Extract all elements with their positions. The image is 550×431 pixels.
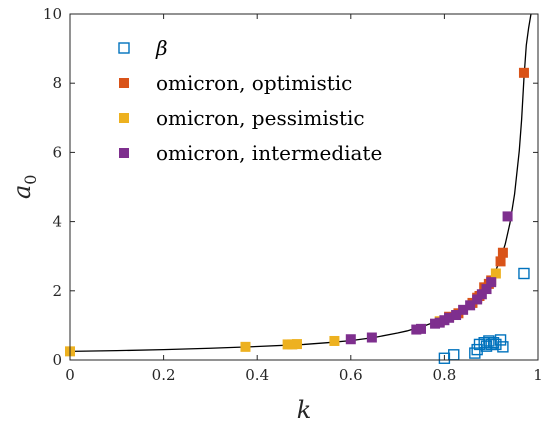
x-tick-label: 0.6 xyxy=(339,366,363,384)
y-tick-label: 2 xyxy=(52,282,62,300)
data-point xyxy=(502,211,513,222)
legend-label: omicron, optimistic xyxy=(156,71,352,95)
x-tick-label: 1 xyxy=(533,366,543,384)
y-axis-label-subscript: 0 xyxy=(21,175,40,185)
data-point xyxy=(448,349,460,361)
data-point xyxy=(497,341,509,353)
y-tick-label: 4 xyxy=(52,213,62,231)
y-axis-label: a0 xyxy=(8,175,40,200)
data-point xyxy=(495,256,506,267)
data-point xyxy=(240,341,251,352)
legend-label: β xyxy=(155,36,168,60)
data-point xyxy=(458,304,469,315)
x-tick-label: 0.4 xyxy=(245,366,269,384)
fit-curve xyxy=(70,14,532,352)
data-point xyxy=(472,294,483,305)
data-point xyxy=(366,332,377,343)
series-3 xyxy=(345,211,513,345)
legend-marker xyxy=(119,148,129,158)
data-point xyxy=(451,310,462,321)
y-tick-label: 8 xyxy=(52,74,62,92)
x-tick-label: 0 xyxy=(65,366,75,384)
data-point xyxy=(345,334,356,345)
series-2 xyxy=(65,268,501,357)
x-axis-label: k xyxy=(297,396,312,424)
y-tick-label: 0 xyxy=(52,351,62,369)
data-point xyxy=(444,312,455,323)
data-point xyxy=(481,284,492,295)
plot-frame xyxy=(69,13,539,361)
legend-marker xyxy=(119,113,129,123)
data-point xyxy=(518,67,529,78)
y-tick-label: 10 xyxy=(43,5,62,23)
legend-marker xyxy=(118,42,130,54)
legend-label: omicron, intermediate xyxy=(156,141,382,165)
x-tick-label: 0.8 xyxy=(432,366,456,384)
data-point xyxy=(486,277,497,288)
y-tick-label: 6 xyxy=(52,143,62,161)
data-point xyxy=(476,289,487,300)
data-point xyxy=(291,339,302,350)
data-point xyxy=(329,335,340,346)
y-axis-label-base: a xyxy=(8,185,36,199)
data-point xyxy=(465,300,476,311)
legend: β omicron, optimistic omicron, pessimistic… xyxy=(118,36,382,165)
data-point xyxy=(490,268,501,279)
data-point xyxy=(416,323,426,334)
data-point xyxy=(518,267,530,280)
series-0 xyxy=(438,267,530,364)
data-point xyxy=(494,334,507,346)
legend-label: omicron, pessimistic xyxy=(156,106,365,130)
x-tick-label: 0.2 xyxy=(152,366,176,384)
data-point xyxy=(497,247,508,258)
legend-marker xyxy=(119,78,129,88)
